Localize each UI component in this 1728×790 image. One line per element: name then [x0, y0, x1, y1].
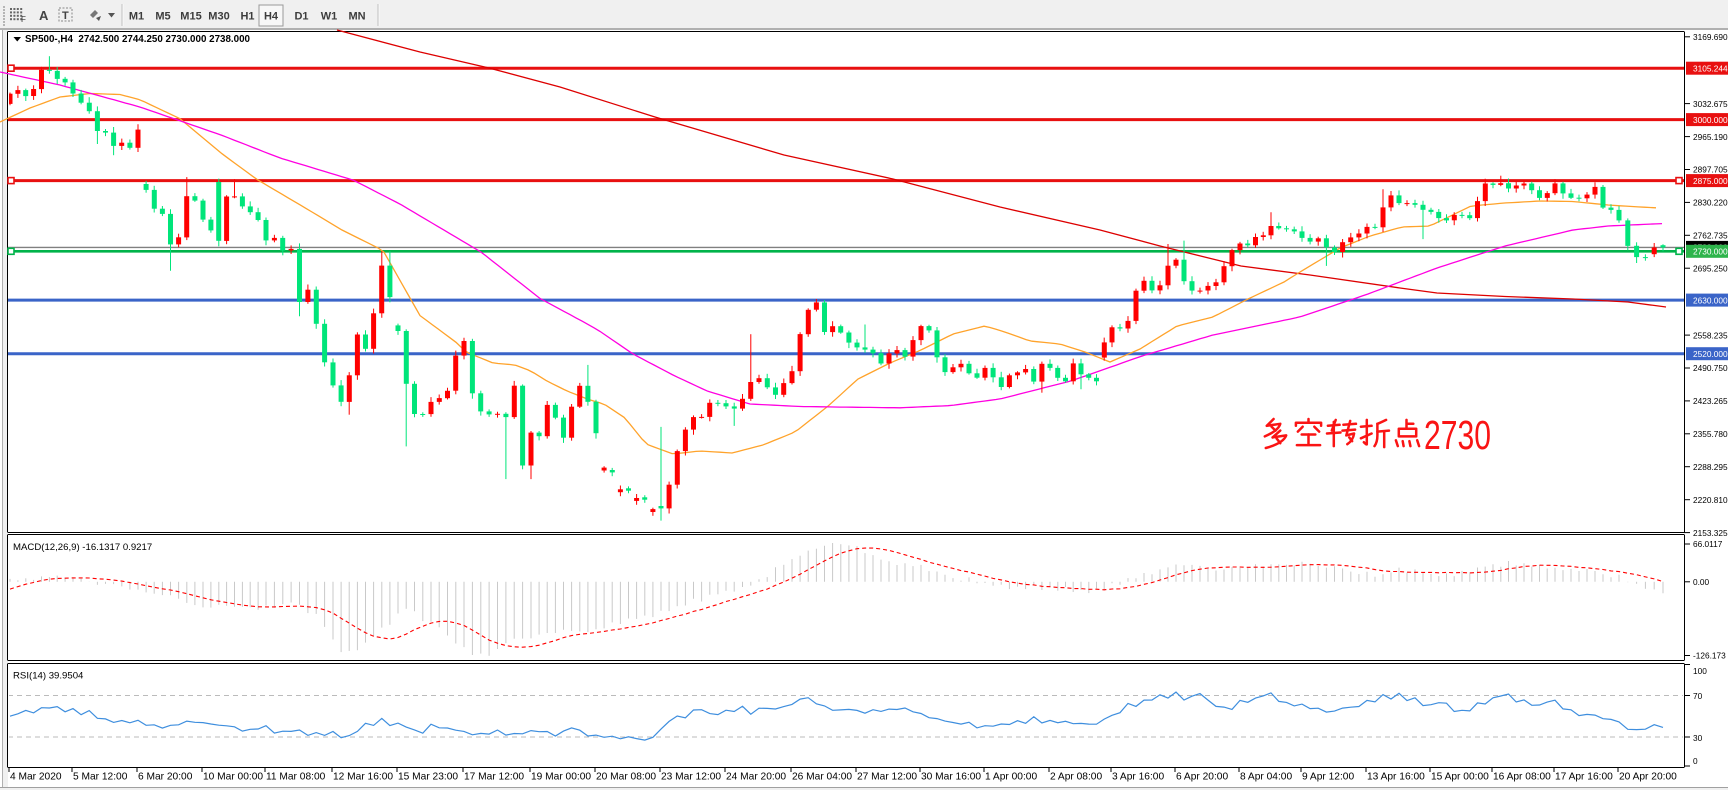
svg-text:23 Mar 12:00: 23 Mar 12:00 — [661, 772, 721, 783]
svg-text:20 Mar 08:00: 20 Mar 08:00 — [596, 772, 656, 783]
svg-text:6 Apr 20:00: 6 Apr 20:00 — [1176, 772, 1228, 783]
svg-text:2630.000: 2630.000 — [1693, 295, 1728, 305]
svg-text:27 Mar 12:00: 27 Mar 12:00 — [857, 772, 917, 783]
svg-text:D1: D1 — [294, 11, 308, 23]
svg-text:SP500-,H4 2742.500 2744.250 2: SP500-,H4 2742.500 2744.250 2730.000 273… — [25, 34, 251, 45]
svg-text:2695.250: 2695.250 — [1693, 263, 1728, 273]
svg-text:30: 30 — [1693, 733, 1703, 743]
svg-text:W1: W1 — [321, 11, 338, 23]
svg-text:H1: H1 — [240, 11, 254, 23]
svg-text:2288.295: 2288.295 — [1693, 462, 1728, 472]
svg-text:3032.675: 3032.675 — [1693, 99, 1728, 109]
svg-text:A: A — [39, 8, 49, 23]
svg-text:M5: M5 — [155, 11, 170, 23]
svg-text:1 Apr 00:00: 1 Apr 00:00 — [985, 772, 1037, 783]
svg-text:RSI(14) 39.9504: RSI(14) 39.9504 — [13, 671, 84, 682]
svg-text:24 Mar 20:00: 24 Mar 20:00 — [726, 772, 786, 783]
svg-text:M30: M30 — [208, 11, 229, 23]
svg-text:17 Apr 16:00: 17 Apr 16:00 — [1555, 772, 1613, 783]
svg-text:-126.173: -126.173 — [1693, 651, 1726, 661]
svg-text:3 Apr 16:00: 3 Apr 16:00 — [1112, 772, 1164, 783]
svg-text:H4: H4 — [264, 11, 279, 23]
svg-text:F: F — [21, 15, 26, 24]
svg-text:16 Apr 08:00: 16 Apr 08:00 — [1493, 772, 1551, 783]
svg-text:0: 0 — [1693, 756, 1698, 766]
svg-text:30 Mar 16:00: 30 Mar 16:00 — [921, 772, 981, 783]
svg-text:3000.000: 3000.000 — [1693, 115, 1728, 125]
svg-text:4 Mar 2020: 4 Mar 2020 — [10, 772, 62, 783]
svg-text:10 Mar 00:00: 10 Mar 00:00 — [203, 772, 263, 783]
svg-text:12 Mar 16:00: 12 Mar 16:00 — [333, 772, 393, 783]
svg-text:26 Mar 04:00: 26 Mar 04:00 — [792, 772, 852, 783]
svg-text:2 Apr 08:00: 2 Apr 08:00 — [1050, 772, 1102, 783]
svg-text:6 Mar 20:00: 6 Mar 20:00 — [138, 772, 193, 783]
svg-text:11 Mar 08:00: 11 Mar 08:00 — [266, 772, 326, 783]
svg-text:T: T — [62, 10, 69, 22]
svg-text:2762.735: 2762.735 — [1693, 231, 1728, 241]
svg-text:3105.244: 3105.244 — [1693, 63, 1728, 73]
svg-text:66.0117: 66.0117 — [1693, 539, 1723, 549]
svg-text:19 Mar 00:00: 19 Mar 00:00 — [531, 772, 591, 783]
svg-text:2830.220: 2830.220 — [1693, 198, 1728, 208]
svg-text:2897.705: 2897.705 — [1693, 165, 1728, 175]
svg-text:2490.750: 2490.750 — [1693, 363, 1728, 373]
svg-text:70: 70 — [1693, 691, 1703, 701]
svg-text:0.00: 0.00 — [1693, 577, 1710, 587]
svg-text:13 Apr 16:00: 13 Apr 16:00 — [1367, 772, 1425, 783]
svg-text:2423.265: 2423.265 — [1693, 396, 1728, 406]
svg-text:2965.190: 2965.190 — [1693, 132, 1728, 142]
svg-text:MACD(12,26,9) -16.1317 0.9217: MACD(12,26,9) -16.1317 0.9217 — [13, 542, 152, 553]
svg-text:100: 100 — [1693, 666, 1707, 676]
svg-text:15 Apr 00:00: 15 Apr 00:00 — [1431, 772, 1489, 783]
svg-text:2520.000: 2520.000 — [1693, 349, 1728, 359]
svg-text:5 Mar 12:00: 5 Mar 12:00 — [73, 772, 128, 783]
svg-text:15 Mar 23:00: 15 Mar 23:00 — [398, 772, 458, 783]
svg-text:9 Apr 12:00: 9 Apr 12:00 — [1302, 772, 1354, 783]
svg-text:M15: M15 — [180, 11, 201, 23]
svg-text:17 Mar 12:00: 17 Mar 12:00 — [464, 772, 524, 783]
svg-text:2730: 2730 — [1424, 412, 1491, 458]
svg-text:2220.810: 2220.810 — [1693, 495, 1728, 505]
svg-text:2730.000: 2730.000 — [1693, 247, 1728, 257]
svg-text:2153.325: 2153.325 — [1693, 528, 1728, 538]
svg-text:2355.780: 2355.780 — [1693, 429, 1728, 439]
svg-text:20 Apr 20:00: 20 Apr 20:00 — [1619, 772, 1677, 783]
svg-text:8 Apr 04:00: 8 Apr 04:00 — [1240, 772, 1292, 783]
svg-text:3169.690: 3169.690 — [1693, 32, 1728, 42]
svg-text:MN: MN — [348, 11, 365, 23]
svg-text:2558.235: 2558.235 — [1693, 330, 1728, 340]
svg-text:M1: M1 — [129, 11, 144, 23]
svg-text:2875.000: 2875.000 — [1693, 176, 1728, 186]
